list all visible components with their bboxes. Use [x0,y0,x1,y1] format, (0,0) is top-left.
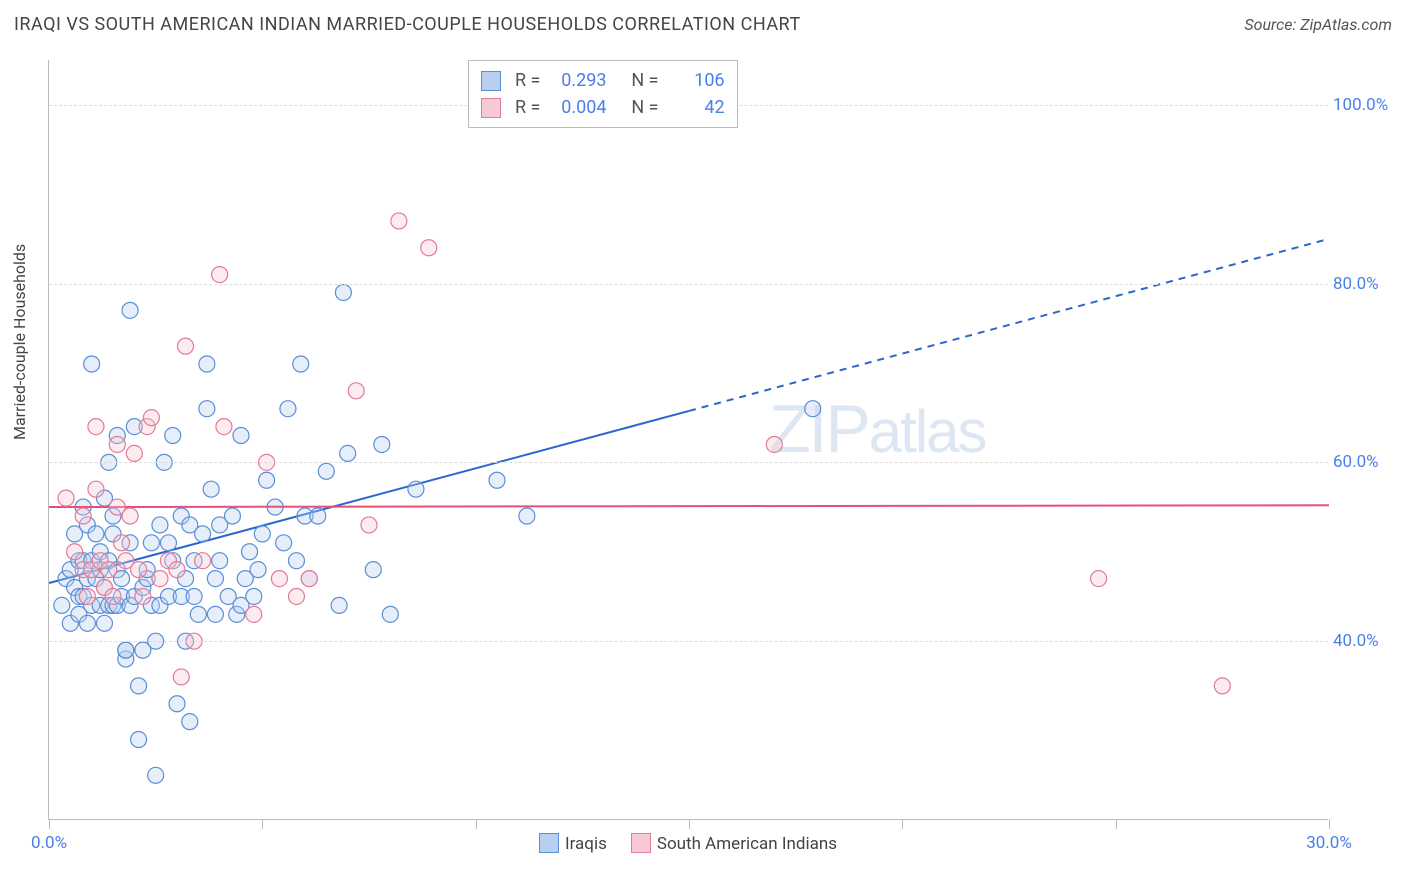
x-tick [49,819,50,829]
x-tick [262,819,263,829]
chart-title: IRAQI VS SOUTH AMERICAN INDIAN MARRIED-C… [14,14,801,35]
legend-bottom: Iraqis South American Indians [539,833,837,854]
x-tick [689,819,690,829]
x-tick [902,819,903,829]
stats-row: R =0.004 N =42 [481,94,725,121]
source-label: Source: ZipAtlas.com [1244,15,1392,34]
x-tick [1116,819,1117,829]
y-tick-label: 100.0% [1333,95,1393,115]
x-tick-label: 30.0% [1306,833,1352,853]
y-tick-label: 80.0% [1333,274,1393,294]
y-axis-label: Married-couple Households [10,244,29,440]
watermark-text: ZIPatlas [769,390,986,468]
x-tick [476,819,477,829]
gridline [49,462,1328,463]
x-tick-label: 0.0% [31,833,67,853]
stats-box: R =0.293 N =106R =0.004 N =42 [468,60,738,128]
y-tick-label: 40.0% [1333,631,1393,651]
x-tick [1329,819,1330,829]
gridline [49,641,1328,642]
stats-row: R =0.293 N =106 [481,67,725,94]
y-tick-label: 60.0% [1333,452,1393,472]
scatter-svg [49,60,1329,820]
legend-item: Iraqis [539,833,607,854]
gridline [49,284,1328,285]
chart-area: ZIPatlas 40.0%60.0%80.0%100.0%0.0%30.0% … [48,60,1328,820]
legend-item: South American Indians [631,833,837,854]
plot-region: ZIPatlas 40.0%60.0%80.0%100.0%0.0%30.0% [48,60,1328,820]
